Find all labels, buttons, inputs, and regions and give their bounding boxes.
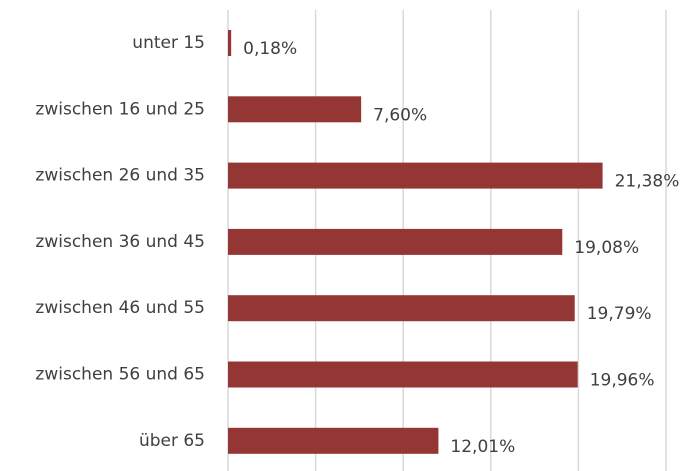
y-tick-label: zwischen 16 und 25	[35, 99, 205, 119]
data-label: 19,79%	[587, 304, 652, 324]
y-tick-label: zwischen 56 und 65	[35, 365, 205, 385]
bar	[228, 96, 362, 123]
data-label: 12,01%	[450, 437, 515, 457]
bar	[228, 162, 603, 189]
bar	[228, 361, 578, 388]
bar	[228, 427, 439, 454]
y-tick-label: unter 15	[132, 33, 205, 53]
bar	[228, 295, 575, 322]
bar	[228, 30, 232, 56]
data-label: 7,60%	[373, 105, 427, 125]
y-tick-label: zwischen 46 und 55	[35, 298, 205, 318]
y-tick-label: zwischen 36 und 45	[35, 232, 205, 252]
y-tick-label: über 65	[139, 431, 205, 451]
y-tick-label: zwischen 26 und 35	[35, 166, 205, 186]
data-label: 21,38%	[615, 172, 680, 192]
data-label: 19,08%	[574, 238, 639, 258]
bar	[228, 228, 563, 255]
data-label: 0,18%	[243, 39, 297, 59]
data-label: 19,96%	[590, 371, 655, 391]
